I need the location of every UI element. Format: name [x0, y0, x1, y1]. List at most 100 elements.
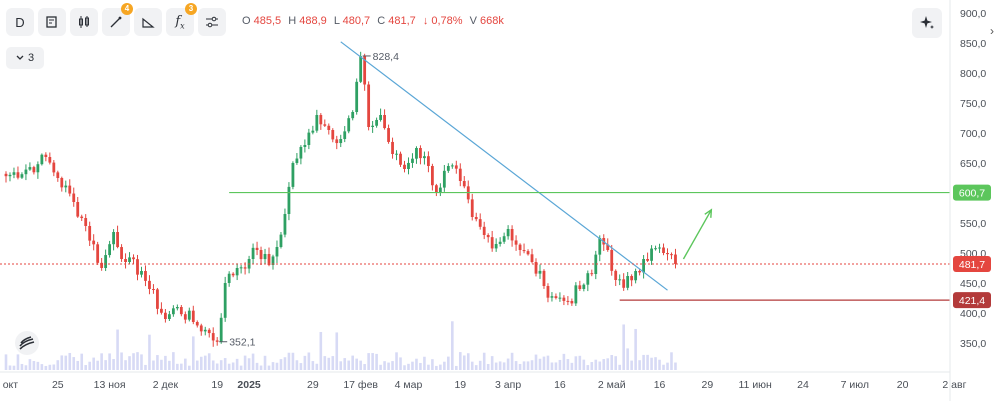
- volume-bar: [335, 332, 339, 370]
- y-tick-label: 350,0: [960, 338, 986, 350]
- volume-bar: [136, 352, 139, 370]
- volume-bar: [104, 360, 107, 370]
- candle-body: [287, 186, 291, 214]
- candle-body: [36, 164, 40, 173]
- volume-bar: [363, 364, 366, 370]
- volume-bar: [223, 358, 227, 370]
- candle-body: [44, 154, 48, 157]
- candle-body: [383, 115, 386, 129]
- candle-body: [630, 276, 634, 281]
- candle-body: [387, 128, 390, 142]
- x-tick-label: 29: [307, 379, 319, 391]
- candle-body: [207, 329, 211, 334]
- indicator-layers-toggle[interactable]: 3: [6, 47, 44, 69]
- candle-body: [64, 185, 68, 188]
- volume-bar: [506, 358, 510, 370]
- volume-bar: [423, 356, 426, 370]
- volume-bar: [650, 357, 653, 370]
- volume-bar: [16, 354, 20, 370]
- candle-body: [423, 156, 426, 159]
- volume-bar: [550, 362, 554, 370]
- volume-bar: [203, 355, 207, 370]
- change-value: ↓ 0,78%: [422, 15, 463, 27]
- x-tick-label: 19: [211, 379, 223, 391]
- collapse-panel-icon[interactable]: ›: [990, 24, 994, 38]
- candles-button[interactable]: [70, 8, 98, 36]
- candle-body: [526, 251, 530, 255]
- volume-bar: [558, 359, 562, 370]
- candle-body: [522, 250, 526, 252]
- candle-body: [72, 193, 76, 202]
- candle-body: [171, 308, 175, 315]
- candle-body: [140, 271, 143, 275]
- volume-bar: [116, 329, 119, 370]
- volume-bar: [395, 352, 398, 370]
- measure-button[interactable]: [134, 8, 162, 36]
- volume-bar: [239, 365, 243, 370]
- volume-bar: [144, 364, 147, 370]
- candle-body: [586, 273, 590, 285]
- volume-bar: [514, 361, 518, 370]
- candle-body: [407, 162, 410, 169]
- candle-body: [395, 153, 398, 155]
- x-tick-label: 11 июн: [739, 379, 773, 391]
- candle-body: [263, 254, 267, 260]
- candles: [4, 51, 677, 347]
- ai-assistant-button[interactable]: [912, 8, 942, 38]
- volume-bar: [594, 359, 598, 370]
- x-tick-label: 7 июл: [841, 379, 869, 391]
- volume-bar: [275, 362, 279, 370]
- candle-body: [116, 232, 119, 248]
- drawing-tools-button[interactable]: 4: [102, 3, 133, 36]
- indicators-button[interactable]: fx 3: [166, 3, 197, 36]
- volume-bar: [574, 356, 578, 370]
- volume-bar: [231, 362, 235, 370]
- trend-line: [340, 41, 668, 291]
- candle-body: [478, 219, 482, 227]
- candle-body: [339, 139, 343, 144]
- volume-bar: [654, 357, 657, 370]
- volume-bar: [642, 354, 645, 370]
- low-label: L: [333, 15, 340, 27]
- x-tick-label: 24: [797, 379, 809, 391]
- volume-bar: [407, 363, 410, 370]
- volume-bar: [124, 360, 127, 370]
- candle-body: [391, 141, 394, 154]
- chart-type-button[interactable]: [38, 8, 66, 36]
- ohlc-readout: O 485,5 H 488,9 L 480,7 C 481,7 ↓ 0,78% …: [242, 15, 504, 27]
- volume-bar: [411, 361, 414, 370]
- candle-body: [438, 187, 442, 193]
- volume-bar: [427, 364, 430, 370]
- indicator-layers-count: 3: [27, 52, 35, 64]
- volume-bar: [586, 365, 590, 370]
- candle-body: [506, 229, 510, 237]
- forecast-arrow: [682, 209, 712, 260]
- volume-bar: [88, 361, 91, 370]
- volume-bar: [120, 352, 123, 370]
- candle-body: [530, 254, 534, 262]
- volume-bar: [662, 364, 665, 370]
- volume-bar: [666, 362, 669, 370]
- interval-button[interactable]: D: [6, 8, 34, 36]
- candle-body: [295, 158, 299, 163]
- volume-bar: [478, 360, 482, 370]
- candle-body: [650, 248, 653, 261]
- volume-bar: [470, 361, 474, 370]
- candle-body: [12, 172, 16, 175]
- volume-bar: [598, 361, 602, 370]
- settings-button[interactable]: [198, 8, 226, 36]
- candle-body: [450, 165, 454, 167]
- volume-bar: [56, 360, 60, 370]
- volume-bar: [391, 361, 394, 370]
- volume-bar: [403, 365, 406, 370]
- candle-body: [510, 229, 514, 241]
- volume-bar: [602, 359, 606, 370]
- volume-bar: [20, 363, 24, 370]
- volume-bar: [64, 355, 68, 370]
- volume-bar: [490, 356, 494, 370]
- candle-body: [80, 216, 84, 219]
- volume-bar: [526, 361, 530, 370]
- volume-bar: [399, 357, 402, 370]
- x-tick-label: 4 мар: [395, 379, 423, 391]
